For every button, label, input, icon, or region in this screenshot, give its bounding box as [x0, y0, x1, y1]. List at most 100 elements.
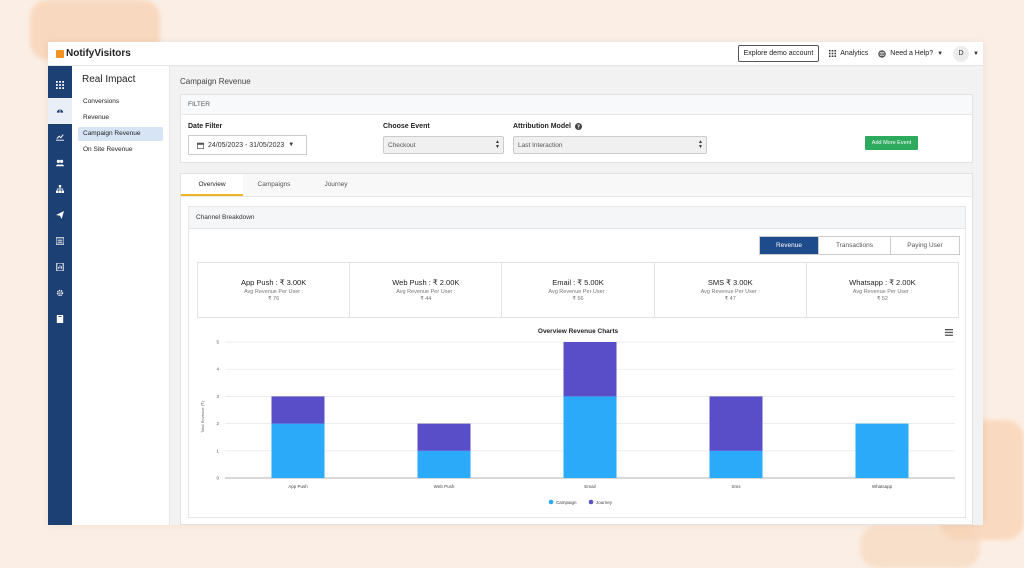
attribution-model-label: Attribution Model ?: [513, 123, 582, 130]
y-tick-label: 2: [216, 421, 219, 426]
page-title: Campaign Revenue: [180, 77, 251, 86]
svg-text:?: ?: [577, 125, 580, 130]
event-select-value: Checkout: [388, 141, 416, 149]
stat-title: Whatsapp : ₹ 2.00K: [849, 278, 916, 287]
sitemap-icon: [56, 185, 64, 193]
revenue-chart-svg: Overview Revenue Charts Total Revenue (₹…: [200, 328, 955, 505]
chevron-down-icon: ▼: [937, 50, 944, 57]
icon-rail: [48, 66, 72, 525]
date-range-picker[interactable]: 24/05/2023 - 31/05/2023 ▼: [188, 135, 307, 155]
send-icon: [56, 211, 64, 219]
select-arrows-icon: ▲ ▼: [698, 139, 703, 150]
help-circle-icon[interactable]: ?: [574, 123, 582, 130]
sub-navigation: Real Impact Conversions Revenue Campaign…: [72, 66, 170, 525]
bar-campaign-sms[interactable]: [709, 450, 763, 478]
stat-value: ₹ 44: [420, 296, 432, 302]
help-menu[interactable]: Need a Help? ▼: [878, 49, 944, 58]
explore-demo-button[interactable]: Explore demo account: [737, 45, 820, 62]
stat-subtitle: Avg Revenue Per User :: [700, 289, 760, 295]
metric-toggle: Revenue Transactions Paying User: [759, 236, 960, 255]
chevron-down-icon: ▼: [973, 50, 979, 57]
stat-value: ₹ 56: [572, 296, 584, 302]
dashboard-icon: [56, 109, 64, 113]
attribution-select-value: Last Interaction: [518, 141, 563, 149]
x-tick-label: App Push: [288, 484, 308, 489]
analytics-link[interactable]: Analytics: [829, 50, 868, 57]
stat-app-push: App Push : ₹ 3.00K Avg Revenue Per User …: [198, 263, 351, 317]
background-blob: [860, 525, 980, 568]
toggle-transactions[interactable]: Transactions: [819, 237, 891, 254]
y-axis-label: Total Revenue (₹): [200, 400, 205, 433]
report-panel: Overview Campaigns Journey Channel Break…: [180, 173, 973, 525]
channel-stats: App Push : ₹ 3.00K Avg Revenue Per User …: [197, 262, 959, 318]
choose-event-label: Choose Event: [383, 123, 430, 130]
rail-item-segments[interactable]: [48, 176, 72, 202]
subnav-item-revenue[interactable]: Revenue: [83, 114, 110, 121]
legend-label-campaign[interactable]: Campaign: [556, 500, 577, 505]
subnav-item-campaign-revenue[interactable]: Campaign Revenue: [78, 127, 163, 141]
chart-menu-icon[interactable]: [945, 329, 953, 336]
stat-title: App Push : ₹ 3.00K: [240, 278, 307, 287]
rail-item-apps[interactable]: [48, 72, 72, 98]
attribution-select[interactable]: Last Interaction ▲ ▼: [513, 136, 707, 154]
date-range-value: 24/05/2023 - 31/05/2023: [208, 141, 285, 149]
main-content: Campaign Revenue FILTER Date Filter 24/0…: [170, 66, 983, 525]
grid-icon: [56, 81, 64, 89]
analytics-label: Analytics: [840, 50, 869, 57]
x-tick-label: Whatsapp: [872, 484, 893, 489]
tab-campaigns[interactable]: Campaigns: [257, 181, 291, 188]
legend-marker-campaign: [548, 499, 554, 505]
help-label: Need a Help?: [890, 50, 934, 57]
brand-logo[interactable]: NotifyVisitors: [56, 48, 131, 59]
rail-item-reports[interactable]: [48, 254, 72, 280]
subnav-title: Real Impact: [82, 74, 136, 85]
rail-item-campaigns[interactable]: [48, 202, 72, 228]
legend-label-journey[interactable]: Journey: [596, 500, 613, 505]
legend-marker-journey: [588, 499, 594, 505]
rail-item-docs[interactable]: [48, 306, 72, 332]
bar-campaign-email[interactable]: [563, 396, 617, 478]
bar-journey-email[interactable]: [563, 342, 617, 397]
user-menu[interactable]: D ▼: [953, 45, 979, 62]
revenue-chart: Overview Revenue Charts Total Revenue (₹…: [197, 322, 959, 518]
rail-item-settings[interactable]: [48, 280, 72, 306]
list-icon: [56, 237, 64, 245]
stat-title: SMS ₹ 3.00K: [707, 278, 753, 287]
chart-legend: Campaign Journey: [548, 499, 613, 505]
report-icon: [56, 263, 64, 271]
date-filter-label: Date Filter: [188, 123, 223, 130]
x-tick-label: Sms: [732, 484, 742, 489]
y-tick-label: 5: [216, 340, 219, 345]
users-icon: [56, 159, 64, 167]
subnav-item-on-site-revenue[interactable]: On Site Revenue: [83, 146, 133, 153]
event-select[interactable]: Checkout ▲ ▼: [383, 136, 504, 154]
toggle-paying-user[interactable]: Paying User: [891, 237, 959, 254]
bar-journey-app-push[interactable]: [271, 396, 325, 424]
subnav-item-conversions[interactable]: Conversions: [83, 98, 120, 105]
y-tick-label: 4: [216, 367, 219, 372]
rail-item-dashboard[interactable]: [48, 98, 72, 124]
bar-journey-web-push[interactable]: [417, 423, 471, 451]
stat-title: Web Push : ₹ 2.00K: [392, 278, 460, 287]
x-tick-label: Email: [584, 484, 595, 489]
stat-subtitle: Avg Revenue Per User :: [243, 289, 304, 295]
tab-overview[interactable]: Overview: [181, 174, 243, 196]
stat-sms: SMS ₹ 3.00K Avg Revenue Per User : ₹ 47: [655, 263, 807, 317]
bar-campaign-web-push[interactable]: [417, 450, 471, 478]
toggle-revenue[interactable]: Revenue: [760, 237, 819, 254]
rail-item-analytics[interactable]: [48, 124, 72, 150]
filter-header: FILTER: [181, 95, 972, 115]
rail-item-users[interactable]: [48, 150, 72, 176]
channel-breakdown-title: Channel Breakdown: [189, 207, 965, 229]
rail-item-lists[interactable]: [48, 228, 72, 254]
add-more-event-button[interactable]: Add More Event: [865, 136, 918, 150]
chart-title: Overview Revenue Charts: [538, 328, 619, 335]
tab-journey[interactable]: Journey: [324, 181, 348, 188]
chart-line-icon: [56, 134, 64, 141]
bar-campaign-whatsapp[interactable]: [855, 423, 909, 478]
bar-journey-sms[interactable]: [709, 396, 763, 451]
report-tabs: Overview Campaigns Journey: [181, 174, 972, 197]
brand-name: NotifyVisitors: [66, 48, 131, 59]
bar-campaign-app-push[interactable]: [271, 423, 325, 478]
gear-icon: [56, 289, 64, 297]
